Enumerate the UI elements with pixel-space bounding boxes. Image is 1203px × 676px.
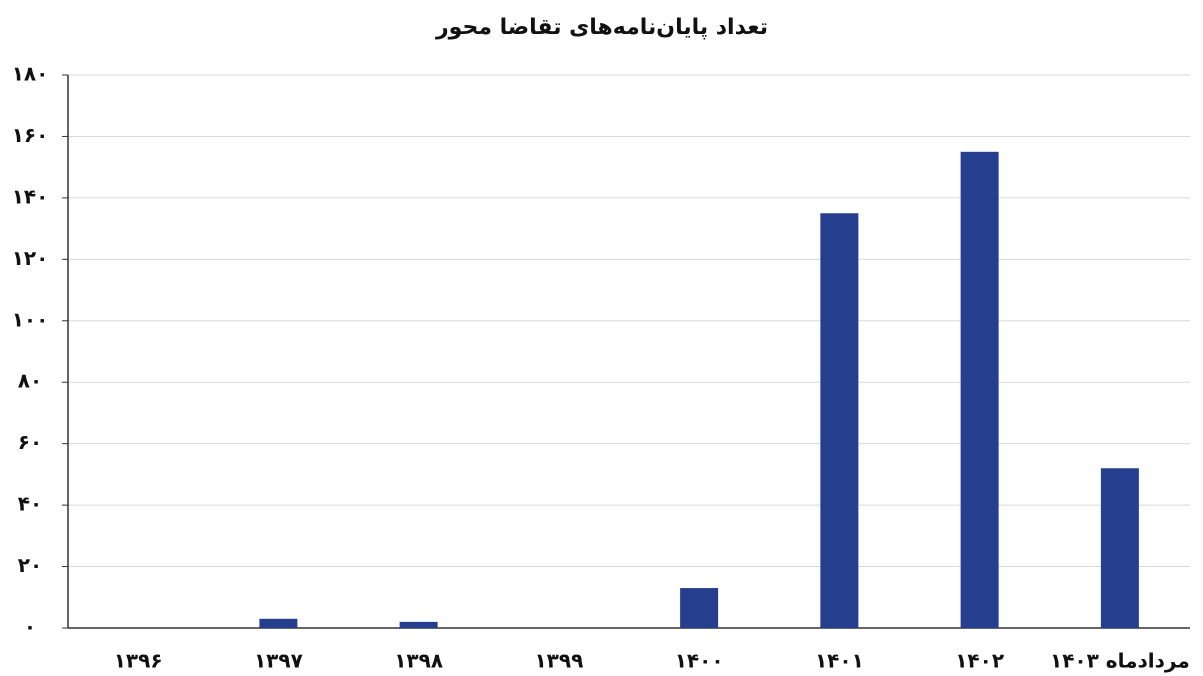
bar (259, 618, 298, 628)
x-tick-label: ۱۴۰۰ (675, 649, 724, 673)
y-tick-label: ۶۰ (18, 430, 42, 454)
x-tick-label: ۱۳۹۹ (534, 649, 583, 673)
y-tick-label: ۸۰ (18, 369, 42, 393)
bar (960, 151, 999, 629)
x-tick-label: ۱۴۰۲ (955, 649, 1004, 673)
y-tick-label: ۱۲۰ (12, 246, 49, 270)
x-tick-label: ۱۳۹۸ (394, 649, 443, 673)
x-tick-label: ۱۳۹۷ (254, 649, 303, 673)
bar (680, 588, 719, 628)
x-tick-label: مردادماه ۱۴۰۳ (1050, 649, 1190, 673)
y-tick-label: ۱۸۰ (12, 62, 49, 86)
bar (820, 213, 859, 628)
y-tick-label: ۴۰ (18, 492, 42, 516)
bar (1100, 468, 1139, 628)
y-tick-label: ۰ (24, 615, 36, 639)
bar (399, 621, 438, 628)
x-tick-label: ۱۳۹۶ (114, 649, 163, 673)
y-tick-label: ۲۰ (18, 553, 42, 577)
chart-title: تعداد پایان‌نامه‌های تقاضا محور (435, 15, 768, 40)
y-tick-label: ۱۶۰ (12, 123, 49, 147)
x-tick-label: ۱۴۰۱ (815, 649, 864, 673)
y-tick-label: ۱۰۰ (12, 307, 49, 331)
y-tick-label: ۱۴۰ (12, 184, 49, 208)
